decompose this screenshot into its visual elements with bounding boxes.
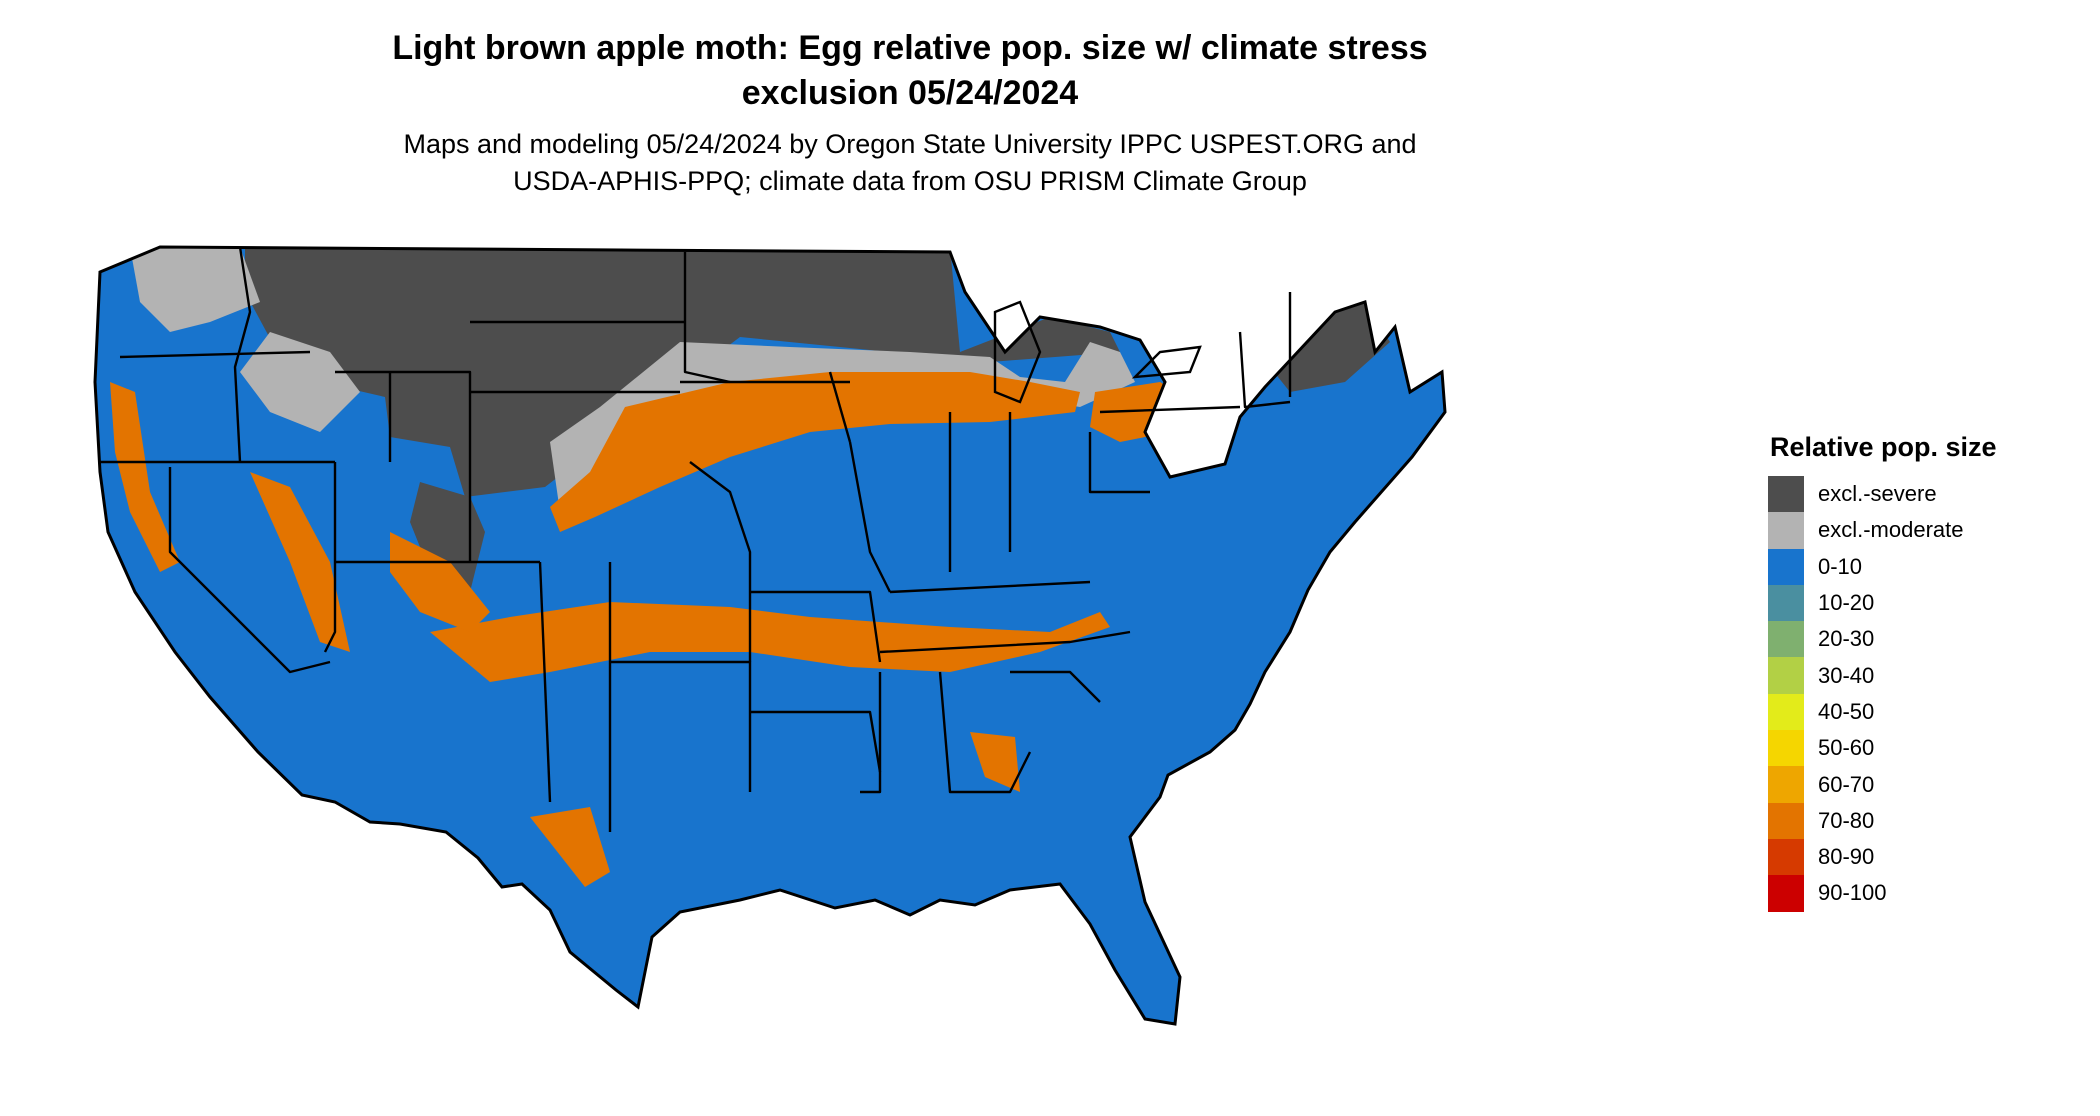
zone-excl-moderate-cascades xyxy=(130,247,260,332)
legend-item: 0-10 xyxy=(1768,548,2068,585)
border-ks-mo xyxy=(689,461,752,662)
legend: Relative pop. size excl.-severe excl.-mod… xyxy=(1768,430,2068,912)
legend-item: 60-70 xyxy=(1768,766,2068,803)
zone-high-southwest xyxy=(390,532,490,632)
legend-label: 60-70 xyxy=(1818,771,1875,797)
legend-swatch xyxy=(1768,584,1804,622)
zone-high-southern-band xyxy=(430,602,1110,682)
legend-label: 80-90 xyxy=(1818,844,1875,870)
subtitle-line-1: Maps and modeling 05/24/2024 by Oregon S… xyxy=(403,129,1417,159)
legend-item: 20-30 xyxy=(1768,621,2068,658)
border-wy xyxy=(335,370,472,562)
legend-item: 30-40 xyxy=(1768,657,2068,694)
border-pa-wv xyxy=(1088,432,1150,494)
zone-high-texas-coast xyxy=(530,807,610,887)
title-line-2: exclusion 05/24/2024 xyxy=(741,74,1079,112)
border-wa-or xyxy=(119,350,311,359)
title-line-1: Light brown apple moth: Egg relative pop… xyxy=(392,29,1428,67)
legend-swatch xyxy=(1768,838,1804,876)
legend-swatch xyxy=(1768,693,1804,731)
border-ar-mo xyxy=(750,590,882,663)
legend-swatch xyxy=(1768,476,1804,513)
map-raster xyxy=(95,247,1445,1024)
zone-high-california-coast xyxy=(110,382,180,572)
legend-item: 40-50 xyxy=(1768,693,2068,731)
border-ga-sc xyxy=(1010,670,1101,703)
legend-item: excl.-severe xyxy=(1768,476,2068,513)
legend-swatch xyxy=(1768,766,1804,803)
legend-swatch xyxy=(1768,730,1804,767)
border-mississippi-river xyxy=(848,441,892,593)
zone-high-florida xyxy=(970,732,1020,792)
border-mn-dakotas xyxy=(683,252,731,384)
legend-item: 50-60 xyxy=(1768,730,2068,767)
border-ny-pa xyxy=(1099,405,1241,414)
zone-high-corn-belt xyxy=(550,372,1080,532)
legend-label: 90-100 xyxy=(1818,880,1887,906)
map-subtitle: Maps and modeling 05/24/2024 by Oregon S… xyxy=(300,126,1520,200)
border-tn-north xyxy=(889,580,1091,594)
border-id-west xyxy=(233,246,252,463)
legend-label: 40-50 xyxy=(1818,698,1875,724)
border-ca-nv xyxy=(168,467,331,674)
legend-label: 10-20 xyxy=(1818,590,1875,616)
legend-title: Relative pop. size xyxy=(1770,432,1997,462)
legend-label: 0-10 xyxy=(1818,553,1863,579)
legend-swatch xyxy=(1768,548,1804,585)
legend-item: 90-100 xyxy=(1768,875,2068,912)
legend-items: excl.-severe excl.-moderate 0-10 10-20 20-30… xyxy=(1768,476,2068,912)
legend-swatch xyxy=(1768,802,1804,839)
legend-swatch xyxy=(1768,875,1804,912)
border-al-ga xyxy=(938,671,1032,794)
legend-label: excl.-moderate xyxy=(1818,517,1964,543)
legend-item: 10-20 xyxy=(1768,584,2068,622)
lake-michigan xyxy=(993,300,1042,404)
border-ms-al xyxy=(860,672,882,794)
border-tn-south xyxy=(879,630,1131,654)
state-borders xyxy=(100,246,1292,832)
legend-swatch xyxy=(1768,512,1804,549)
great-lakes-outline xyxy=(993,300,1202,404)
map-title: Light brown apple moth: Egg relative pop… xyxy=(300,26,1520,116)
legend-label: 30-40 xyxy=(1818,662,1875,688)
border-new-england xyxy=(1238,331,1291,409)
legend-label: 70-80 xyxy=(1818,807,1875,833)
lake-ontario xyxy=(1131,345,1202,379)
border-la-ar xyxy=(750,710,882,773)
legend-item: excl.-moderate xyxy=(1768,512,2068,549)
zone-high-sierra-band xyxy=(250,472,350,652)
legend-label: excl.-severe xyxy=(1818,481,1937,507)
us-pest-map xyxy=(93,245,1447,1026)
legend-item: 70-80 xyxy=(1768,802,2068,839)
zone-excl-moderate-adirondacks xyxy=(1190,332,1270,392)
legend-label: 20-30 xyxy=(1818,626,1875,652)
legend-swatch xyxy=(1768,621,1804,658)
subtitle-line-2: USDA-APHIS-PPQ; climate data from OSU PR… xyxy=(513,166,1307,196)
border-nv-ut xyxy=(323,462,337,653)
legend-item: 80-90 xyxy=(1768,838,2068,876)
border-az-nm xyxy=(538,561,552,803)
legend-swatch xyxy=(1768,657,1804,694)
zone-excl-moderate-oregon xyxy=(240,332,360,432)
border-ia-wi xyxy=(828,371,852,443)
legend-label: 50-60 xyxy=(1818,735,1875,761)
